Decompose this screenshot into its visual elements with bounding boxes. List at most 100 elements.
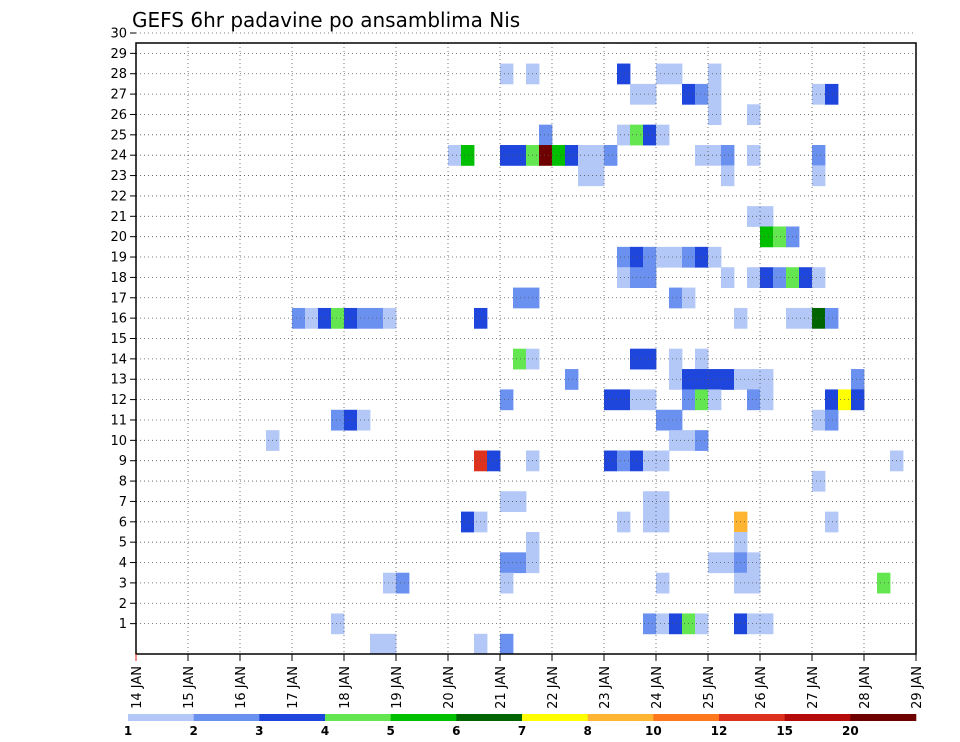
y-tick-label: 18 [110, 271, 127, 286]
x-tick-label: 17 JAN [286, 666, 301, 709]
heatmap-cell [812, 83, 826, 105]
heatmap-cell [474, 633, 488, 655]
heatmap-cell [656, 409, 670, 431]
heatmap-cell [721, 369, 735, 390]
heatmap-cell [513, 348, 527, 370]
heatmap-cell [760, 369, 774, 390]
heatmap-cell [513, 145, 527, 166]
heatmap-cell [656, 572, 670, 594]
heatmap-cell [708, 389, 722, 411]
heatmap-cell [721, 165, 735, 187]
colorbar-swatch [193, 714, 260, 721]
heatmap-cell [825, 511, 839, 533]
y-tick-label: 6 [119, 515, 127, 530]
y-tick-label: 1 [119, 617, 127, 632]
heatmap-cell [591, 165, 605, 187]
y-tick-label: 7 [119, 495, 127, 510]
heatmap-cell [617, 511, 631, 533]
heatmap-cell [643, 450, 657, 472]
heatmap-cell [747, 206, 761, 227]
heatmap-cell [747, 104, 761, 126]
heatmap-cell [669, 63, 683, 85]
heatmap-cell [500, 63, 514, 85]
heatmap-cell [370, 633, 384, 655]
heatmap-cell [773, 267, 787, 288]
heatmap-cell [643, 348, 657, 370]
x-tick-label: 19 JAN [390, 666, 405, 709]
y-tick-label: 5 [119, 536, 127, 551]
heatmap-cell [292, 307, 306, 329]
heatmap-cell [656, 63, 670, 85]
heatmap-cell [669, 613, 683, 635]
heatmap-cell [513, 491, 527, 513]
colorbar: 1 2 3 4 5 6 7 8 10 12 15 20 [124, 714, 917, 738]
heatmap-cell [331, 409, 345, 431]
heatmap-cell [695, 430, 709, 451]
chart-title: GEFS 6hr padavine po ansamblima Nis [132, 8, 520, 32]
heatmap-cell [708, 63, 722, 85]
colorbar-label: 20 [842, 724, 859, 738]
colorbar-swatch [259, 714, 326, 721]
y-tick-label: 20 [110, 230, 127, 245]
y-axis-ticks: 1234567891011121314151617181920212223242… [110, 27, 136, 632]
heatmap-cell [825, 409, 839, 431]
heatmap-cell [708, 83, 722, 105]
heatmap-cell [799, 307, 813, 329]
colorbar-swatch [719, 714, 785, 721]
heatmap-cell [812, 165, 826, 187]
colorbar-label: 8 [583, 724, 591, 738]
heatmap-cell [643, 491, 657, 513]
colorbar-swatch [128, 714, 194, 721]
heatmap-cell [669, 409, 683, 431]
colorbar-swatch [587, 714, 654, 721]
heatmap-cell [643, 83, 657, 105]
heatmap-cell [331, 613, 345, 635]
heatmap-cell [669, 348, 683, 370]
x-axis-ticks: 14 JAN 15 JAN 16 JAN 17 JAN 18 JAN 19 JAN 20 J… [130, 654, 925, 709]
heatmap-cell [513, 552, 527, 574]
colorbar-label: 1 [124, 724, 132, 738]
colorbar-swatch [456, 714, 523, 721]
colorbar-label: 3 [255, 724, 263, 738]
heatmap-cell [656, 613, 670, 635]
heatmap-cell [500, 145, 514, 166]
y-tick-label: 4 [119, 556, 127, 571]
heatmap-cell [461, 511, 475, 533]
heatmap-cell [513, 287, 527, 309]
heatmap-cell [344, 409, 358, 431]
y-tick-label: 3 [119, 576, 127, 591]
y-tick-label: 10 [110, 434, 127, 449]
heatmap-cell [643, 246, 657, 268]
x-tick-label: 14 JAN [130, 666, 145, 709]
y-tick-label: 14 [110, 352, 127, 367]
colorbar-swatch [653, 714, 720, 721]
heatmap-cell [825, 307, 839, 329]
colorbar-swatch [390, 714, 457, 721]
heatmap-cell [747, 572, 761, 594]
heatmap-cell [617, 267, 631, 288]
heatmap-cell [747, 613, 761, 635]
heatmap-cell [812, 267, 826, 288]
y-tick-label: 12 [110, 393, 127, 408]
colorbar-label: 5 [386, 724, 394, 738]
heatmap-cell [747, 369, 761, 390]
x-tick-label: 27 JAN [806, 666, 821, 709]
heatmap-cell [539, 145, 553, 166]
heatmap-cell [669, 246, 683, 268]
heatmap-cell [695, 83, 709, 105]
heatmap-cell [760, 226, 774, 248]
heatmap-cell [760, 389, 774, 411]
heatmap-cell [708, 145, 722, 166]
heatmap-cell [617, 450, 631, 472]
x-tick-label: 21 JAN [494, 666, 509, 709]
colorbar-swatch [522, 714, 588, 721]
y-tick-label: 26 [110, 108, 127, 123]
heatmap-cell [773, 226, 787, 248]
y-tick-label: 2 [119, 597, 127, 612]
x-tick-label: 28 JAN [858, 666, 873, 709]
heatmap-cell [877, 572, 891, 594]
y-tick-label: 15 [110, 332, 127, 347]
x-tick-label: 26 JAN [754, 666, 769, 709]
y-tick-label: 27 [110, 88, 127, 103]
y-tick-label: 22 [110, 189, 127, 204]
